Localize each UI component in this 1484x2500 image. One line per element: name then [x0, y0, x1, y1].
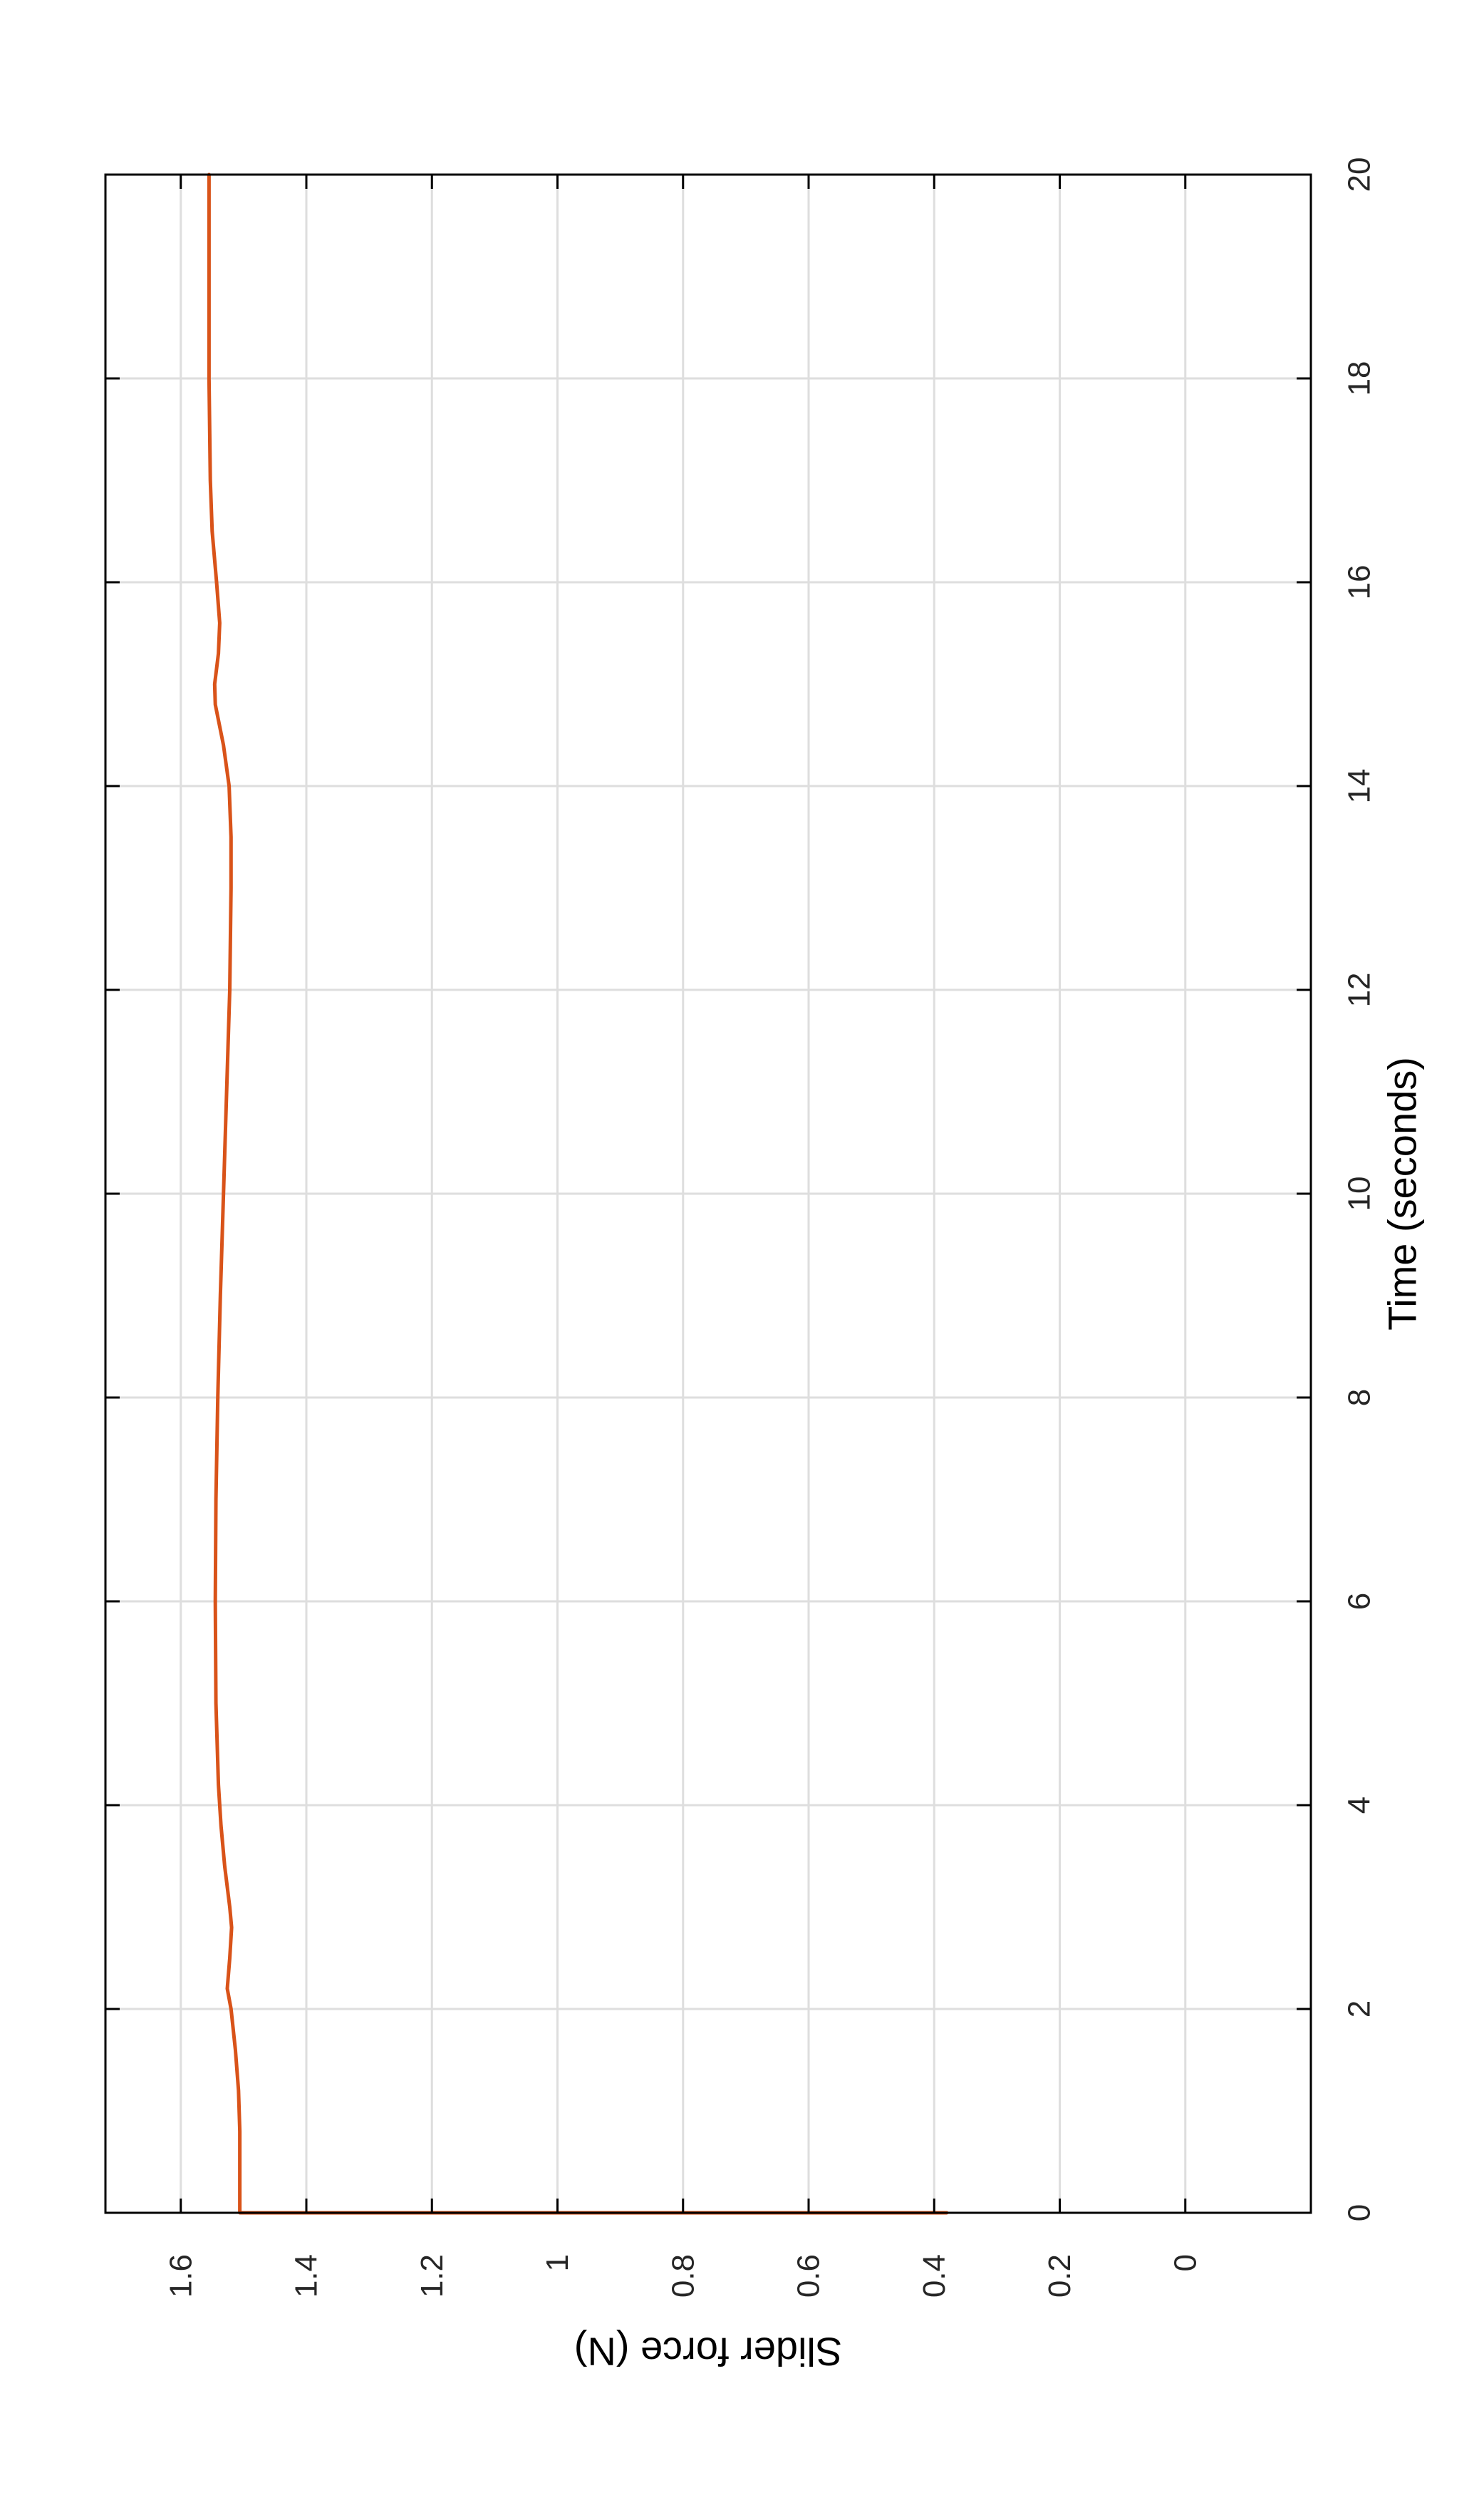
y-tick-label: 1.4	[289, 2254, 324, 2298]
x-axis-label: Time (seconds)	[1380, 1057, 1425, 1331]
tick-labels: 0 2 4 6 8 10 12 14 16 18 20 0 0.2 0.4 0.6 0.8 1 1.2 1.4 1.6	[163, 157, 1376, 2298]
x-tick-label: 6	[1342, 1593, 1377, 1610]
y-tick-label: 0.6	[792, 2254, 826, 2298]
y-tick-label: 1	[540, 2254, 575, 2271]
y-tick-label: 1.6	[163, 2254, 198, 2298]
y-tick-label: 0.2	[1042, 2254, 1077, 2298]
x-tick-label: 16	[1342, 565, 1377, 600]
x-tick-label: 4	[1342, 1797, 1377, 1814]
y-tick-label: 0.4	[917, 2254, 952, 2298]
x-tick-label: 12	[1342, 973, 1377, 1008]
series-line	[207, 172, 949, 2215]
series-layer	[207, 172, 949, 2215]
x-tick-label: 18	[1342, 361, 1377, 396]
y-tick-label: 0.8	[665, 2254, 700, 2298]
x-tick-label: 20	[1342, 157, 1377, 192]
grid-lines	[105, 175, 1311, 2213]
y-tick-label: 1.2	[415, 2254, 450, 2298]
x-tick-label: 0	[1342, 2204, 1377, 2221]
x-tick-label: 14	[1342, 769, 1377, 804]
y-tick-label: 0	[1168, 2254, 1203, 2271]
x-tick-label: 8	[1342, 1389, 1377, 1406]
x-tick-label: 10	[1342, 1177, 1377, 1212]
y-axis-label: Slider force (N)	[574, 2330, 843, 2375]
x-tick-label: 2	[1342, 2000, 1377, 2018]
tick-marks	[105, 173, 1311, 2214]
